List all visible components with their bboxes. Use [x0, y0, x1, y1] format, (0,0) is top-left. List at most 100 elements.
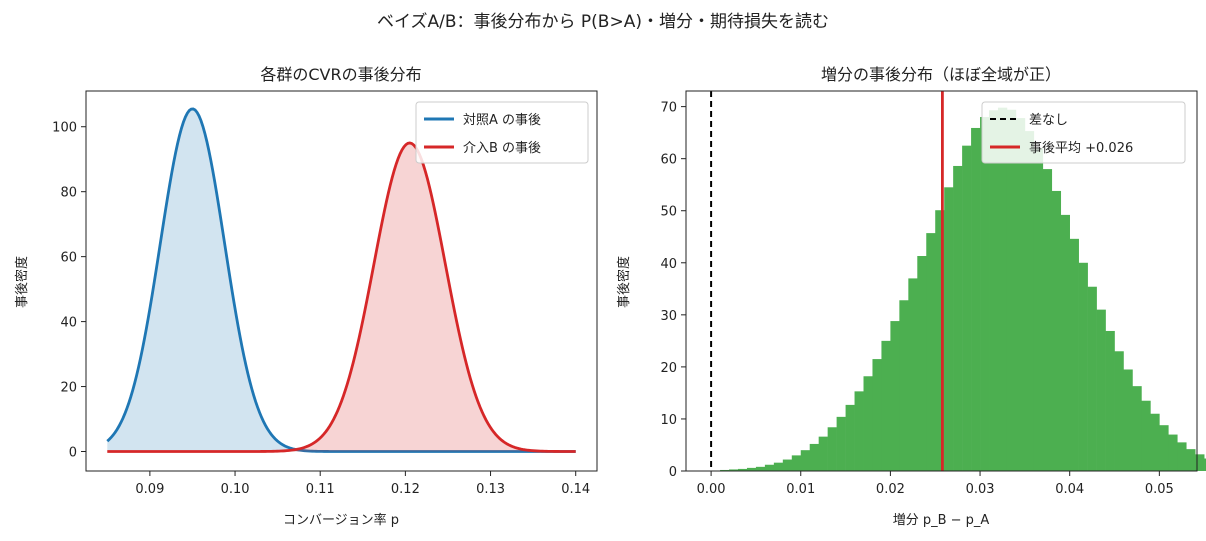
histogram-bar: [720, 469, 730, 471]
right-legend: 差なし 事後平均 +0.026: [981, 101, 1186, 164]
histogram-bar: [935, 210, 945, 471]
right-plot-area: 0.00 0.01 0.02 0.03 0.04 0.05 0 10 20 30 40 50 60 70: [660, 90, 1206, 497]
histogram-bar: [1150, 413, 1160, 471]
right-x-tick-label: 0.01: [786, 482, 815, 497]
right-x-tick-label: 0.03: [966, 482, 995, 497]
histogram-bar: [827, 427, 837, 471]
density-fill-b: [107, 142, 576, 452]
histogram-bar: [1042, 169, 1053, 471]
histogram-bar: [1033, 148, 1044, 471]
histogram-bar: [729, 469, 739, 471]
histogram-bar: [872, 359, 882, 471]
left-plot-frame: [85, 90, 598, 472]
histogram-bar: [818, 436, 828, 471]
left-x-tick-label: 0.09: [135, 482, 164, 497]
right-x-tick-label: 0.04: [1055, 482, 1084, 497]
density-line-a: [106, 107, 576, 453]
histogram-bar: [926, 233, 936, 471]
left-y-tick-label: 60: [60, 251, 77, 266]
histogram-bar: [971, 127, 981, 472]
histogram-bar: [773, 462, 784, 471]
histogram-bar: [1204, 458, 1206, 471]
left-x-tick-label: 0.10: [221, 482, 250, 497]
legend-label-zero: 差なし: [1029, 113, 1068, 128]
legend-label-b: 介入B の事後: [463, 141, 541, 156]
histogram-bar: [1195, 454, 1205, 471]
left-plot-area: 0.09 0.10 0.11 0.12 0.13 0.14 0 20 40 60 80 100: [52, 90, 598, 497]
histogram-bar: [1015, 118, 1026, 471]
right-x-axis-label: 増分 p_B − p_A: [893, 513, 990, 528]
left-legend: 対照A の事後 介入B の事後: [415, 101, 589, 164]
right-y-tick-label: 0: [669, 465, 677, 480]
left-y-tick-label: 80: [60, 186, 77, 201]
right-y-tick-label: 30: [660, 309, 677, 324]
figure-suptitle: ベイズA/B：事後分布から P(B>A)・増分・期待損失を読む: [377, 12, 829, 32]
right-y-tick-label: 50: [660, 205, 677, 220]
histogram-bar: [1141, 400, 1151, 471]
histogram-bar: [800, 450, 811, 471]
histogram-bar: [738, 468, 748, 471]
histogram-bar: [1123, 369, 1133, 471]
left-x-axis-label: コンバージョン率 p: [283, 512, 399, 528]
histogram-bar: [917, 256, 927, 471]
histogram-bar: [746, 467, 757, 471]
histogram-bar: [980, 117, 990, 471]
histogram-bar: [809, 443, 819, 471]
right-y-axis-label: 事後密度: [616, 256, 632, 308]
left-x-tick-label: 0.14: [561, 482, 590, 497]
left-x-tick-label: 0.11: [306, 482, 335, 497]
histogram-bar: [1060, 214, 1070, 471]
density-line-b: [107, 141, 576, 453]
left-x-tick-label: 0.12: [391, 482, 420, 497]
right-legend-box: [981, 101, 1186, 164]
histogram-bar: [953, 165, 963, 471]
histogram-bar: [791, 455, 802, 471]
histogram-bar: [1132, 386, 1142, 471]
left-chart-title: 各群のCVRの事後分布: [260, 65, 421, 84]
right-y-tick-label: 20: [660, 361, 677, 376]
histogram-bar: [845, 404, 855, 471]
histogram-bar: [899, 300, 909, 471]
legend-label-mean: 事後平均 +0.026: [1029, 141, 1133, 156]
histogram-bar: [944, 187, 954, 472]
right-x-tick-label: 0.00: [697, 482, 726, 497]
histogram-bar: [1051, 190, 1062, 471]
posterior-delta-panel: 増分の事後分布（ほぼ全域が正） 0.00 0.01 0.02 0.03 0.04 0.05…: [616, 65, 1206, 528]
histogram-bar: [1159, 425, 1169, 471]
legend-label-a: 対照A の事後: [463, 113, 541, 128]
right-y-tick-label: 60: [660, 153, 677, 168]
histogram-bar: [836, 416, 846, 471]
histogram-bar: [764, 464, 775, 471]
histogram-bar: [881, 340, 891, 471]
histogram-bar: [1087, 286, 1097, 471]
histogram-bar: [782, 459, 793, 471]
histogram-bar: [890, 321, 900, 471]
histogram-bar: [962, 145, 972, 471]
histogram-bar: [854, 391, 864, 471]
left-legend-box: [415, 101, 589, 164]
histogram-bar: [1168, 434, 1178, 471]
histogram-bar: [1186, 449, 1196, 471]
histogram-bar: [997, 107, 1008, 471]
histogram-bar: [908, 278, 918, 471]
histogram-bar: [1024, 131, 1035, 471]
right-plot-frame: [685, 90, 1198, 472]
right-chart-title: 増分の事後分布（ほぼ全域が正）: [821, 65, 1061, 84]
left-y-tick-label: 20: [60, 381, 77, 396]
right-x-tick-label: 0.02: [876, 482, 905, 497]
left-y-axis-label: 事後密度: [14, 256, 30, 308]
left-y-tick-label: 40: [60, 316, 77, 331]
left-y-tick-label: 100: [52, 121, 77, 136]
left-y-tick-label: 0: [69, 446, 77, 461]
histogram-bar: [1105, 330, 1115, 471]
right-y-tick-label: 70: [660, 101, 677, 116]
histogram-bar: [863, 376, 873, 471]
density-fill-a: [107, 108, 576, 452]
right-x-tick-label: 0.05: [1145, 482, 1174, 497]
histogram-bar: [1006, 109, 1017, 472]
histogram-bar: [1177, 442, 1187, 471]
right-y-tick-label: 10: [660, 413, 677, 428]
histogram-bar: [1114, 351, 1124, 471]
histogram-bar: [1078, 262, 1088, 471]
